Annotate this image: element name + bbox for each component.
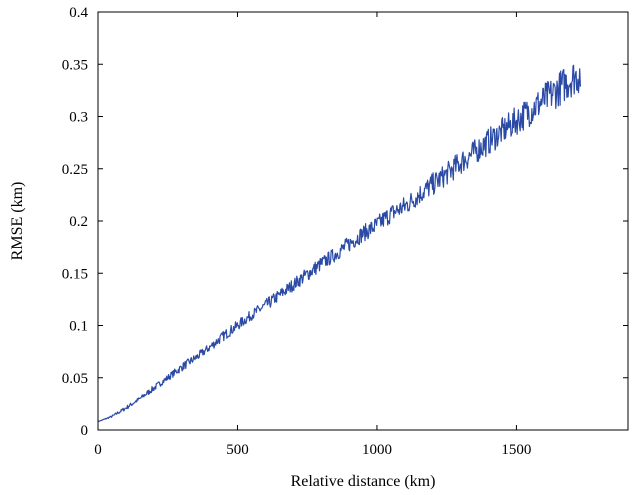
y-tick-label: 0.25: [62, 162, 88, 178]
x-tick-label: 0: [94, 442, 102, 458]
y-tick-label: 0.1: [69, 319, 88, 335]
plot-frame: [97, 11, 629, 431]
x-tick-label: 1000: [362, 442, 392, 458]
x-axis-title: Relative distance (km): [291, 473, 436, 490]
y-tick-labels: 0 0.05 0.1 0.15 0.2 0.25 0.3 0.35 0.4: [62, 5, 89, 439]
y-tick-label: 0.2: [69, 214, 88, 230]
y-tick-label: 0: [81, 423, 89, 439]
y-tick-label: 0.35: [62, 57, 88, 73]
y-axis-title: RMSE (km): [9, 182, 26, 261]
y-tick-label: 0.3: [69, 110, 88, 126]
axis-ticks: [97, 11, 628, 431]
y-tick-label: 0.4: [69, 5, 88, 21]
y-tick-label: 0.05: [62, 371, 88, 387]
y-tick-label: 0.15: [62, 266, 88, 282]
x-tick-label: 500: [226, 442, 249, 458]
x-tick-label: 1500: [501, 442, 531, 458]
x-tick-labels: 0 500 1000 1500: [94, 442, 531, 458]
series-line: [97, 64, 581, 423]
